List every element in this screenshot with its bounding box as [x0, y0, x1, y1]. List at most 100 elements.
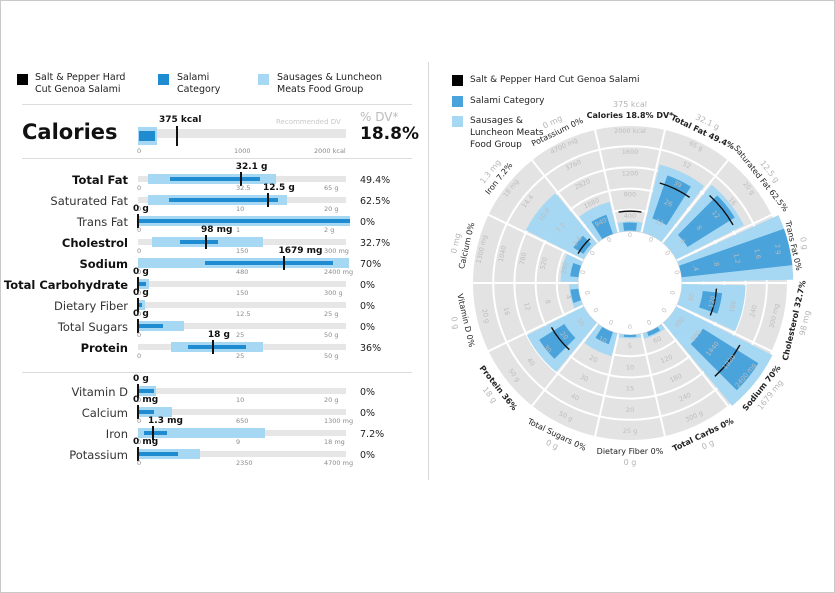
- radial-scale-label: 60: [687, 292, 697, 302]
- radial-category-wedge: [677, 195, 735, 248]
- radial-legend-category-swatch: [452, 96, 463, 107]
- radial-legend-group-label: Sausages & Luncheon Meats Food Group: [470, 116, 544, 150]
- calories-tick: 0: [137, 147, 142, 155]
- axis-tick-label: 0: [137, 331, 142, 339]
- radial-scale-label: 0: [647, 235, 654, 244]
- radial-scale-label: 0: [628, 231, 632, 239]
- nutrient-label: Protein: [80, 341, 128, 355]
- radial-max-label: 375 kcal: [613, 100, 647, 109]
- product-value-label: 1679 mg: [278, 246, 323, 256]
- product-marker: [137, 319, 139, 333]
- product-value-label: 32.1 g: [235, 162, 268, 172]
- axis-tick-label: 480: [236, 268, 249, 276]
- axis-tick-label: 1300 mg: [324, 417, 354, 425]
- axis-tick-label: 10: [236, 205, 245, 213]
- nutrient-pct: 0%: [360, 280, 376, 291]
- axis-tick-label: 20 g: [324, 205, 339, 213]
- nutrient-track: [138, 409, 346, 415]
- radial-scale-label: 0: [583, 290, 592, 296]
- radial-scale-label: 1200: [622, 169, 639, 177]
- radial-sector-label: Calories 18.8% DV*: [587, 111, 675, 120]
- radial-scale-label: 13: [654, 217, 665, 228]
- radial-scale-label: 40: [570, 392, 581, 403]
- radial-scale-label: 10: [597, 335, 608, 346]
- radial-scale-label: 0: [579, 269, 588, 275]
- legend-group-swatch: [258, 74, 269, 85]
- nutrient-label: Saturated Fat: [50, 194, 128, 208]
- radial-category-wedge: [699, 291, 723, 314]
- category-range-bar: [138, 324, 163, 328]
- category-range-bar: [138, 282, 147, 286]
- radial-scale-label: .8: [712, 259, 721, 267]
- radial-legend-category-label: Salami Category: [470, 96, 545, 106]
- legend-category-label: Salami Category: [177, 72, 221, 95]
- axis-tick-label: 10: [236, 396, 245, 404]
- radial-sector-divider: [487, 304, 584, 353]
- axis-tick-label: 0: [137, 438, 142, 446]
- calories-tick: 1000: [234, 147, 251, 155]
- product-value-label: 98 mg: [200, 225, 233, 235]
- legend-group-label: Sausages & Luncheon Meats Food Group: [277, 72, 383, 95]
- radial-scale-label: 0: [606, 235, 613, 244]
- axis-tick-label: 32.5: [236, 184, 251, 192]
- axis-tick-label: 0: [137, 247, 142, 255]
- radial-scale-label: 0: [660, 306, 669, 314]
- nutrient-pct: 0%: [360, 450, 376, 461]
- product-value-label: 18 g: [207, 330, 230, 340]
- radial-scale-label: 1600: [622, 148, 639, 156]
- radial-scale-label: 0: [672, 269, 681, 275]
- category-range-bar: [169, 198, 279, 202]
- nutrient-label: Vitamin D: [71, 385, 128, 399]
- radial-scale-label: 0: [663, 249, 672, 257]
- nutrient-pct: 62.5%: [360, 196, 391, 207]
- product-marker: [137, 405, 139, 419]
- product-marker: [204, 235, 207, 249]
- radial-category-wedge: [591, 214, 613, 240]
- radial-product-arc: [709, 195, 734, 226]
- product-value-label: 0 g: [133, 204, 149, 214]
- axis-tick-label: 2 g: [324, 226, 335, 234]
- product-marker: [282, 256, 285, 270]
- radial-sector-divider: [676, 304, 773, 353]
- axis-tick-label: 4700 mg: [324, 459, 354, 467]
- radial-scale-label: 12: [522, 302, 532, 312]
- radial-product-arc: [618, 210, 642, 213]
- radial-scale-label: 800: [624, 191, 636, 199]
- nutrient-label: Calcium: [81, 406, 128, 420]
- radial-max-label: 0 mg: [449, 232, 462, 254]
- radial-scale-label: 2000 kcal: [614, 127, 646, 135]
- radial-sector-divider: [593, 128, 620, 233]
- radial-sector-divider: [640, 128, 667, 233]
- nutrient-label: Total Fat: [72, 173, 128, 187]
- radial-scale-label: 1040: [497, 245, 508, 263]
- category-range-bar: [179, 240, 218, 244]
- radial-scale-label: 15: [626, 385, 634, 393]
- nutrient-track: [138, 388, 346, 394]
- calories-separator: [22, 158, 412, 159]
- axis-tick-label: 2350: [236, 459, 253, 467]
- product-marker: [137, 298, 139, 312]
- nutrient-pct: 0%: [360, 408, 376, 419]
- category-range-bar: [138, 389, 154, 393]
- nutrient-label: Trans Fat: [76, 215, 128, 229]
- radial-category-wedge: [570, 262, 581, 278]
- axis-tick-label: 25: [236, 331, 245, 339]
- axis-tick-label: 0: [137, 310, 142, 318]
- radial-product-arc: [577, 238, 591, 255]
- axis-tick-label: 0: [137, 289, 142, 297]
- legend-separator: [22, 104, 412, 105]
- radial-scale-label: 520: [539, 256, 550, 270]
- axis-tick-label: 150: [236, 247, 249, 255]
- nutrient-label: Iron: [105, 427, 128, 441]
- radial-scale-label: 0: [628, 323, 632, 331]
- radial-product-arc: [550, 326, 570, 351]
- radial-scale-label: 180: [728, 300, 739, 314]
- radial-scale-label: 40: [525, 356, 536, 367]
- radial-scale-label: 240: [748, 304, 759, 318]
- nutrient-pct: 0%: [360, 387, 376, 398]
- radial-category-wedge: [623, 334, 637, 338]
- radial-category-wedge: [690, 328, 759, 391]
- radial-sector-divider: [661, 323, 730, 408]
- radial-category-wedge: [573, 235, 592, 254]
- radial-scale-label: 10: [575, 317, 586, 328]
